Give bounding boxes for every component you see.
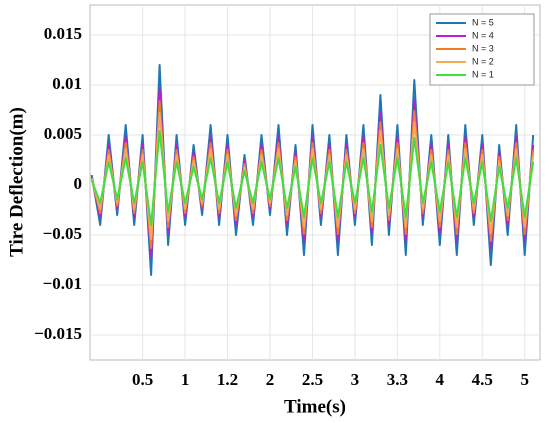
x-tick-label: 3 xyxy=(351,370,360,389)
y-tick-label: −0.015 xyxy=(34,324,82,343)
series-line xyxy=(90,130,535,226)
y-tick-label: −0.01 xyxy=(43,274,82,293)
y-tick-label: 0.015 xyxy=(44,24,82,43)
x-tick-label: 1 xyxy=(181,370,190,389)
legend-label: N = 3 xyxy=(472,43,494,53)
legend-label: N = 2 xyxy=(472,56,494,66)
x-axis-label: Time(s) xyxy=(284,396,346,417)
legend-label: N = 4 xyxy=(472,30,494,40)
x-tick-label: 5 xyxy=(520,370,529,389)
x-tick-label: 3.3 xyxy=(387,370,408,389)
x-tick-label: 1.2 xyxy=(217,370,238,389)
x-tick-label: 4 xyxy=(436,370,445,389)
x-tick-label: 2.5 xyxy=(302,370,323,389)
y-tick-label: 0.01 xyxy=(52,74,82,93)
legend-label: N = 1 xyxy=(472,69,494,79)
x-tick-label: 2 xyxy=(266,370,275,389)
y-tick-label: 0.005 xyxy=(44,124,82,143)
x-tick-label: 0.5 xyxy=(132,370,153,389)
y-tick-label: 0 xyxy=(74,174,83,193)
legend-label: N = 5 xyxy=(472,17,494,27)
y-axis-label: Tire Deflection(m) xyxy=(6,107,27,257)
y-tick-label: −0.05 xyxy=(43,224,82,243)
x-tick-label: 4.5 xyxy=(472,370,493,389)
